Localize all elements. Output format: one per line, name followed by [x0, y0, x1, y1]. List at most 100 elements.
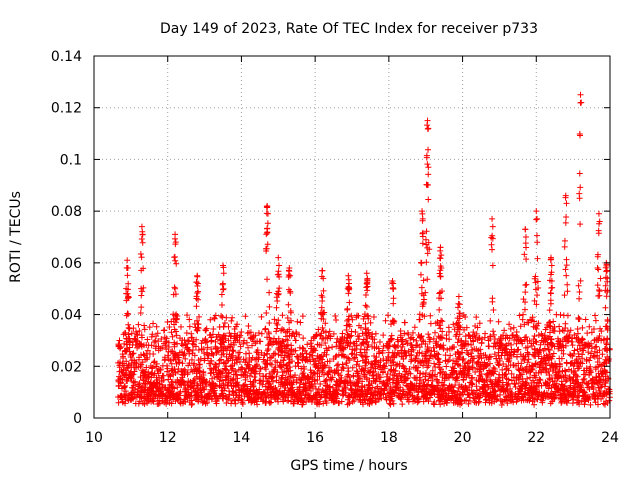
data-point	[490, 328, 497, 335]
data-point	[125, 324, 132, 331]
data-point	[346, 357, 353, 364]
data-point	[275, 254, 282, 261]
x-tick-label: 18	[380, 430, 398, 446]
data-point	[181, 350, 188, 357]
x-tick-label: 10	[85, 430, 103, 446]
data-point	[294, 360, 301, 367]
data-point	[560, 327, 567, 334]
data-point	[312, 347, 319, 354]
data-point	[330, 330, 337, 337]
data-point	[579, 324, 586, 331]
data-point	[236, 358, 243, 365]
data-point	[569, 342, 576, 349]
data-point	[320, 353, 327, 360]
data-point	[212, 338, 219, 345]
data-point	[155, 400, 162, 407]
data-point	[188, 401, 195, 408]
data-point	[417, 271, 424, 278]
data-point	[144, 347, 151, 354]
data-point	[533, 208, 540, 215]
data-point	[425, 171, 432, 178]
y-axis-label: ROTI / TECUs	[8, 191, 24, 283]
data-point	[219, 377, 226, 384]
data-point	[268, 361, 275, 368]
data-point	[141, 400, 148, 407]
data-point	[212, 312, 219, 319]
data-point	[179, 360, 186, 367]
data-point	[117, 344, 124, 351]
data-point	[313, 331, 320, 338]
data-point	[292, 337, 299, 344]
x-tick-label: 24	[601, 430, 619, 446]
data-point	[276, 285, 283, 292]
data-point	[193, 303, 200, 310]
data-point	[436, 254, 443, 261]
data-point	[202, 326, 209, 333]
data-point	[522, 234, 529, 240]
data-point	[135, 383, 142, 390]
x-axis-label: GPS time / hours	[290, 458, 407, 474]
data-point	[174, 384, 181, 391]
data-point	[163, 362, 170, 369]
data-point	[189, 346, 196, 353]
data-point	[200, 372, 207, 379]
data-point	[315, 326, 322, 333]
data-point	[594, 265, 601, 272]
data-point	[225, 395, 232, 402]
data-point	[139, 231, 146, 238]
y-tick-label: 0.1	[60, 152, 82, 168]
data-point	[196, 368, 203, 375]
data-point	[319, 324, 326, 331]
data-point	[138, 254, 145, 261]
data-point	[603, 293, 610, 300]
data-point	[342, 389, 349, 396]
data-point	[149, 331, 156, 338]
data-point	[333, 362, 340, 369]
data-point	[339, 387, 346, 394]
data-point	[444, 346, 451, 353]
data-point	[491, 340, 498, 347]
data-point	[158, 336, 165, 343]
data-point	[292, 347, 299, 354]
data-point	[125, 311, 132, 318]
data-point	[130, 350, 137, 357]
data-point	[523, 333, 530, 340]
data-point	[300, 353, 307, 360]
data-point	[329, 344, 336, 351]
data-point	[279, 312, 286, 319]
data-point	[563, 200, 570, 207]
data-point	[214, 345, 221, 352]
data-point	[285, 360, 292, 367]
data-point	[150, 350, 157, 357]
data-point	[436, 306, 443, 313]
data-point	[348, 328, 355, 335]
data-point	[258, 330, 265, 337]
data-point	[278, 364, 285, 371]
data-point	[490, 307, 497, 314]
data-point	[355, 372, 362, 379]
data-point	[301, 366, 308, 373]
data-point	[338, 336, 345, 343]
data-point	[281, 382, 288, 389]
data-point	[561, 243, 568, 250]
data-point	[219, 280, 226, 287]
data-point	[354, 358, 361, 365]
x-tick-label: 22	[527, 430, 545, 446]
data-point	[294, 318, 301, 325]
data-point	[344, 305, 351, 312]
data-point	[547, 297, 554, 304]
data-point	[424, 117, 431, 124]
data-point	[419, 240, 426, 247]
data-point	[496, 362, 503, 369]
data-point	[210, 326, 217, 333]
data-point	[345, 316, 352, 323]
data-point	[323, 400, 330, 407]
data-point	[407, 358, 414, 365]
data-point	[262, 393, 269, 400]
data-point	[355, 380, 362, 387]
data-point	[269, 378, 276, 385]
data-point	[203, 378, 210, 385]
data-point	[550, 318, 557, 325]
data-point	[182, 355, 189, 362]
data-point	[180, 351, 187, 358]
